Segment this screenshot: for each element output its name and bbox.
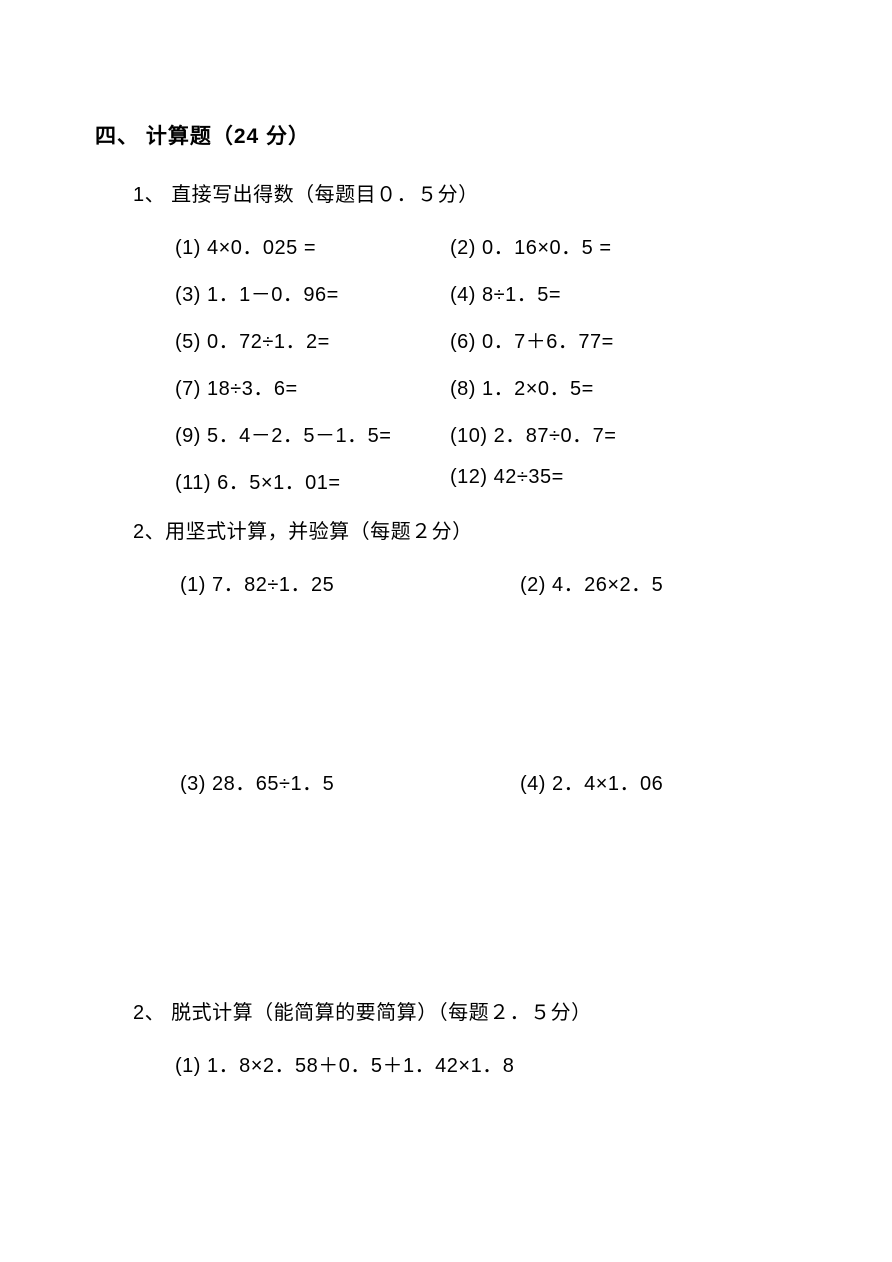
mental-math-problems: (1) 4×0．025 = (2) 0．16×0．5 = (3) 1．1－0．9… (175, 231, 797, 495)
problem-row: (5) 0．72÷1．2= (6) 0．7＋6．77= (175, 325, 797, 354)
problem-row: (11) 6．5×1．01= (12) 42÷35= (175, 466, 797, 495)
subsection-2-title: 2、用坚式计算，并验算（每题２分） (133, 515, 797, 544)
problem-item: (12) 42÷35= (450, 466, 797, 495)
section-header: 四、 计算题（24 分） (95, 120, 797, 150)
subsection-3-title: 2、 脱式计算（能简算的要简算）（每题２．５分） (133, 996, 797, 1025)
subsection-1-title: 1、 直接写出得数（每题目０．５分） (133, 178, 797, 207)
problem-item: (1) 4×0．025 = (175, 231, 450, 260)
problem-item: (9) 5．4－2．5－1．5= (175, 419, 450, 448)
problem-item: (8) 1．2×0．5= (450, 372, 797, 401)
problem-row: (3) 28．65÷1．5 (4) 2．4×1．06 (180, 767, 797, 796)
problem-item: (5) 0．72÷1．2= (175, 325, 450, 354)
problem-row: (1) 4×0．025 = (2) 0．16×0．5 = (175, 231, 797, 260)
problem-item: (1) 7．82÷1．25 (180, 568, 520, 597)
problem-row: (9) 5．4－2．5－1．5= (10) 2．87÷0．7= (175, 419, 797, 448)
problem-item: (6) 0．7＋6．77= (450, 325, 797, 354)
problem-row: (3) 1．1－0．96= (4) 8÷1．5= (175, 278, 797, 307)
problem-item: (2) 4．26×2．5 (520, 568, 797, 597)
problem-row: (7) 18÷3．6= (8) 1．2×0．5= (175, 372, 797, 401)
problem-item: (11) 6．5×1．01= (175, 466, 450, 495)
problem-item: (2) 0．16×0．5 = (450, 231, 797, 260)
vertical-calc-problems: (1) 7．82÷1．25 (2) 4．26×2．5 (3) 28．65÷1．5… (180, 568, 797, 796)
problem-item: (4) 2．4×1．06 (520, 767, 797, 796)
problem-row: (1) 7．82÷1．25 (2) 4．26×2．5 (180, 568, 797, 597)
problem-item: (4) 8÷1．5= (450, 278, 797, 307)
simplified-calc-problems: (1) 1．8×2．58＋0．5＋1．42×1．8 (175, 1049, 797, 1078)
problem-item: (10) 2．87÷0．7= (450, 419, 797, 448)
problem-item: (3) 28．65÷1．5 (180, 767, 520, 796)
problem-item: (7) 18÷3．6= (175, 372, 450, 401)
problem-item: (1) 1．8×2．58＋0．5＋1．42×1．8 (175, 1049, 797, 1078)
problem-item: (3) 1．1－0．96= (175, 278, 450, 307)
